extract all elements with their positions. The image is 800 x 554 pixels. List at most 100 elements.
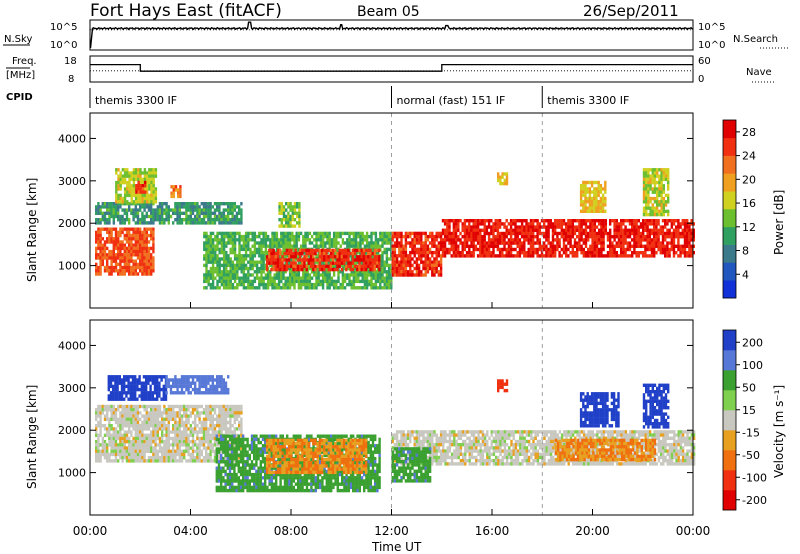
heatmap-cell [424,241,427,245]
heatmap-cell [286,234,290,239]
heatmap-cell [426,234,430,239]
heatmap-cell [431,260,434,264]
heatmap-cell [209,270,213,274]
heatmap-cell [435,263,438,268]
heatmap-cell [657,235,660,239]
heatmap-cell [411,247,414,252]
heatmap-cell [341,276,345,280]
heatmap-cell [336,251,339,256]
heatmap-cell [545,235,548,239]
heatmap-cell [114,420,118,425]
heatmap-cell [99,272,102,276]
heatmap-cell [286,276,290,280]
heatmap-cell [264,247,268,252]
heatmap-cell [130,174,133,178]
heatmap-cell [136,436,140,441]
heatmap-cell [279,267,282,272]
heatmap-cell [534,219,537,223]
heatmap-cell [644,254,647,258]
heatmap-cell [361,286,364,290]
heatmap-cell [220,202,223,206]
heatmap-cell [339,270,342,274]
heatmap-cell [121,168,125,172]
heatmap-cell [176,459,179,463]
heatmap-cell [152,411,155,415]
heatmap-cell [108,269,111,273]
heatmap-cell [178,214,181,219]
heatmap-cell [441,241,445,245]
heatmap-cell [154,427,157,431]
heatmap-cell [231,202,234,206]
heatmap-cell [624,219,627,223]
heatmap-cell [501,247,504,252]
heatmap-cell [207,208,210,212]
heatmap-cell [177,194,180,199]
heatmap-cell [97,253,100,257]
heatmap-cell [681,247,684,252]
heatmap-cell [134,243,137,247]
heatmap-cell [220,257,224,261]
heatmap-cell [463,235,467,239]
heatmap-cell [313,238,316,242]
heatmap-cell [383,250,386,255]
heatmap-cell [367,264,370,269]
heatmap-cell [428,241,432,245]
heatmap-cell [139,456,142,460]
heatmap-cell [657,241,660,245]
heatmap-cell [580,251,583,255]
heatmap-cell [274,261,278,265]
heatmap-cell [95,253,98,257]
heatmap-cell [288,276,292,280]
heatmap-cell [350,282,353,287]
heatmap-cell [260,244,263,248]
heatmap-cell [167,408,170,412]
heatmap-cell [576,251,579,255]
heatmap-cell [150,440,153,444]
heatmap-cell [428,247,432,252]
heatmap-cell [505,178,509,183]
heatmap-cell [320,267,324,272]
heatmap-cell [565,222,568,226]
heatmap-cell [617,222,621,226]
heatmap-cell [465,241,469,245]
heatmap-cell [483,241,486,245]
heatmap-cell [431,273,434,277]
heatmap-cell [661,251,665,255]
heatmap-cell [211,266,215,271]
heatmap-cell [143,246,146,251]
heatmap-cell [255,270,259,274]
heatmap-cell [152,265,155,270]
heatmap-cell [139,424,142,428]
heatmap-cell [95,237,98,241]
heatmap-cell [615,225,618,229]
heatmap-cell [580,244,583,248]
heatmap-cell [337,279,340,284]
heatmap-cell [301,264,304,269]
heatmap-cell [233,270,237,274]
heatmap-cell [350,279,353,284]
heatmap-cell [189,414,192,418]
heatmap-cell [359,279,362,284]
heatmap-cell [490,238,493,242]
heatmap-cell [141,246,144,251]
heatmap-cell [600,235,603,239]
heatmap-cell [406,231,410,236]
nsky-frame [89,19,694,51]
heatmap-cell [518,251,522,255]
heatmap-cell [240,238,243,242]
heatmap-cell [390,286,393,290]
heatmap-cell [554,254,557,258]
heatmap-cell [588,187,592,191]
heatmap-cell [134,446,137,450]
heatmap-cell [690,247,693,252]
heatmap-cell [279,264,282,269]
nsky-panel: N.Sky 10^5 10^0 10^5 10^0 N.Search [3,19,790,51]
heatmap-cell [132,446,135,450]
heatmap-cell [222,260,226,264]
heatmap-cell [185,417,188,421]
heatmap-cell [341,282,345,287]
heatmap-cell [273,282,276,287]
heatmap-cell [95,211,98,215]
heatmap-cell [266,276,270,280]
heatmap-cell [472,225,475,229]
